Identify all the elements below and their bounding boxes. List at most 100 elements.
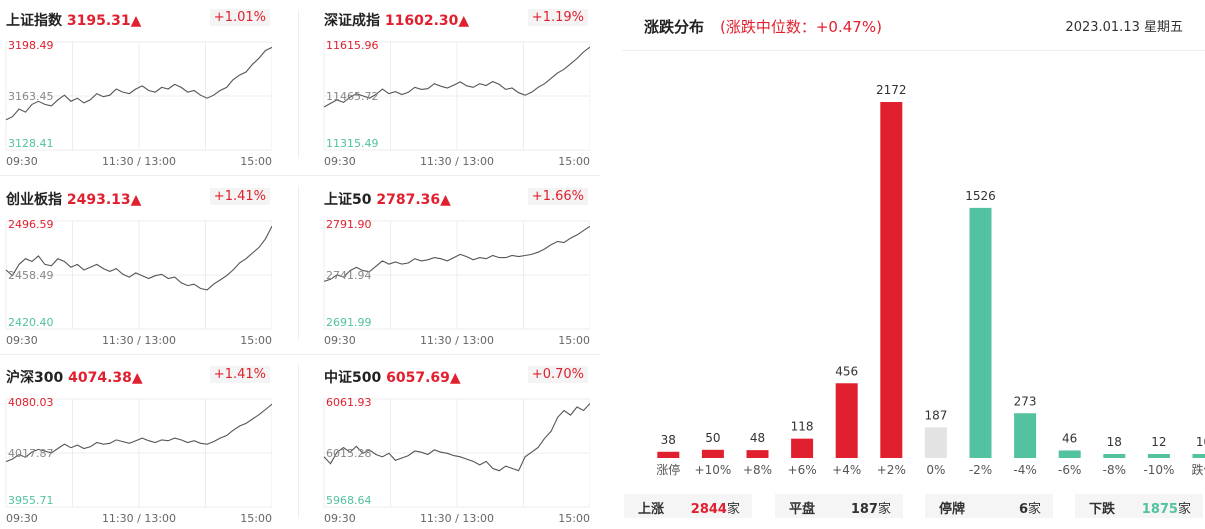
- stat-value: 1875: [1142, 502, 1178, 517]
- x-tick-label: 09:30: [6, 512, 38, 525]
- y-tick-label: 6061.93: [326, 396, 372, 409]
- index-price: 6057.69▲: [386, 370, 461, 386]
- stat-value: 2844: [691, 502, 727, 517]
- distribution-bar[interactable]: [791, 439, 813, 458]
- x-tick-label: 09:30: [6, 155, 38, 168]
- y-tick-label: 4080.03: [8, 396, 54, 409]
- distribution-bar[interactable]: [1059, 450, 1081, 458]
- vertical-divider: [298, 363, 299, 518]
- vertical-divider: [298, 186, 299, 341]
- bar-value-label: 50: [705, 431, 720, 445]
- y-tick-label: 11465.72: [326, 90, 379, 103]
- bar-category-label: +8%: [743, 463, 772, 477]
- index-name: 上证50: [324, 192, 371, 208]
- x-tick-label: 09:30: [6, 334, 38, 347]
- y-tick-label: 3198.49: [8, 39, 54, 52]
- stat-label: 下跌: [1089, 498, 1115, 517]
- bar-value-label: 2172: [876, 83, 907, 97]
- index-name-price: 深证成指 11602.30▲: [324, 10, 469, 30]
- y-tick-label: 3163.45: [8, 90, 54, 103]
- horizontal-divider: [0, 175, 600, 176]
- index-name: 沪深300: [6, 370, 63, 386]
- distribution-bar[interactable]: [702, 450, 724, 458]
- y-tick-label: 2791.90: [326, 218, 372, 231]
- distribution-bar[interactable]: [1193, 454, 1205, 458]
- distribution-bar[interactable]: [1103, 454, 1125, 458]
- x-tick-label: 09:30: [324, 334, 356, 347]
- bar-value-label: 118: [791, 420, 814, 434]
- distribution-bar[interactable]: [1014, 413, 1036, 458]
- x-tick-label: 11:30 / 13:00: [102, 334, 176, 347]
- index-price: 4074.38▲: [68, 370, 143, 386]
- index-name-price: 创业板指 2493.13▲: [6, 189, 141, 209]
- index-price: 2787.36▲: [376, 192, 451, 208]
- bar-category-label: +6%: [788, 463, 817, 477]
- index-name-price: 上证50 2787.36▲: [324, 189, 451, 209]
- bar-value-label: 12: [1151, 435, 1166, 449]
- y-tick-label: 2741.94: [326, 269, 372, 282]
- index-change-badge: +1.66%: [528, 188, 588, 205]
- y-tick-label: 2420.40: [8, 316, 54, 329]
- x-tick-label: 15:00: [558, 155, 590, 168]
- stat-value: 6: [1019, 502, 1028, 517]
- index-header: 上证50 2787.36▲ +1.66%: [318, 185, 590, 209]
- index-panel[interactable]: 上证50 2787.36▲ +1.66% 2791.90 2741.94 2691.99…: [318, 185, 590, 351]
- bar-category-label: -10%: [1143, 463, 1174, 477]
- index-header: 创业板指 2493.13▲ +1.41%: [0, 185, 272, 209]
- distribution-bar[interactable]: [880, 102, 902, 458]
- y-tick-label: 4017.87: [8, 447, 54, 460]
- index-change-badge: +1.41%: [210, 188, 270, 205]
- bar-value-label: 46: [1062, 431, 1077, 445]
- x-tick-label: 11:30 / 13:00: [102, 155, 176, 168]
- distribution-bar[interactable]: [836, 383, 858, 458]
- stat-unit: 家: [1028, 502, 1041, 517]
- bar-value-label: 18: [1107, 435, 1122, 449]
- index-header: 沪深300 4074.38▲ +1.41%: [0, 363, 272, 387]
- index-name-price: 中证500 6057.69▲: [324, 367, 461, 387]
- bar-value-label: 456: [835, 364, 858, 378]
- index-header: 深证成指 11602.30▲+1.19%: [318, 6, 590, 30]
- distribution-bar[interactable]: [970, 208, 992, 458]
- index-change-badge: +0.70%: [528, 366, 588, 383]
- bar-category-label: +4%: [832, 463, 861, 477]
- distribution-bar[interactable]: [747, 450, 769, 458]
- bar-category-label: +2%: [877, 463, 906, 477]
- index-change-badge: +1.41%: [210, 366, 270, 383]
- y-tick-label: 11315.49: [326, 137, 379, 150]
- bar-category-label: -2%: [969, 463, 992, 477]
- bar-category-label: 0%: [926, 463, 945, 477]
- index-price: 11602.30▲: [385, 13, 469, 29]
- y-tick-label: 2691.99: [326, 316, 372, 329]
- bar-value-label: 1526: [965, 189, 996, 203]
- bar-category-label: 涨停: [656, 462, 680, 477]
- stat-value-wrap: 6家: [1019, 498, 1041, 517]
- distribution-bar[interactable]: [1148, 454, 1170, 458]
- y-tick-label: 6015.28: [326, 447, 372, 460]
- vertical-divider: [298, 10, 299, 158]
- header-divider: [622, 50, 1205, 51]
- distribution-bar[interactable]: [925, 427, 947, 458]
- x-tick-label: 11:30 / 13:00: [420, 334, 494, 347]
- bar-value-label: 38: [661, 433, 676, 447]
- bar-value-label: 48: [750, 431, 765, 445]
- stat-label: 平盘: [789, 498, 815, 517]
- index-change-badge: +1.01%: [210, 9, 270, 26]
- distribution-title: 涨跌分布: [644, 16, 704, 37]
- x-tick-label: 11:30 / 13:00: [102, 512, 176, 525]
- bar-value-label: 273: [1014, 394, 1037, 408]
- distribution-bar[interactable]: [657, 452, 679, 458]
